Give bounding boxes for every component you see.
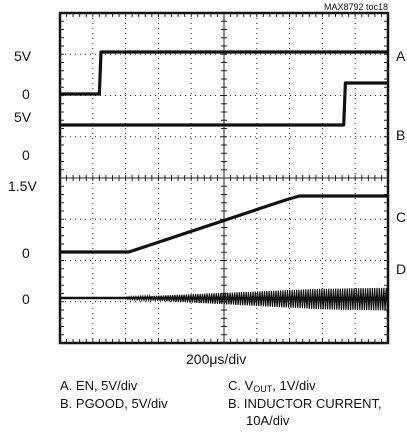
legend-d-line1: B. INDUCTOR CURRENT, [228, 396, 382, 411]
y-tick-label: 1.5V [8, 178, 37, 194]
channel-label-B: B [396, 127, 405, 143]
y-tick-label: 0 [22, 291, 30, 307]
scope-labels: 5V 0 5V 0 1.5V 0 0 A B C D MAX8792 toc18 [8, 2, 406, 307]
legend-c-suffix: , 1V/div [272, 378, 316, 393]
legend-d-line2: 10A/div [246, 413, 290, 428]
legend-a: A. EN, 5V/div [60, 378, 138, 393]
channel-label-A: A [396, 48, 406, 64]
legend-c-prefix: C. V [228, 378, 254, 393]
scope-grid [58, 11, 390, 345]
y-tick-label: 0 [22, 245, 30, 261]
y-tick-label: 5V [14, 48, 32, 64]
channel-label-D: D [396, 261, 406, 277]
trace-C [60, 194, 388, 254]
y-tick-label: 5V [14, 109, 32, 125]
trace-A [60, 50, 388, 96]
legend-b: B. PGOOD, 5V/div [60, 396, 168, 411]
legend-c-sub: OUT [253, 384, 273, 394]
time-division-label: 200μs/div [186, 351, 247, 367]
trace-D [60, 287, 388, 311]
figure-tag: MAX8792 toc18 [324, 2, 388, 12]
trace-B [60, 81, 388, 127]
y-tick-label: 0 [22, 86, 30, 102]
scope-traces [60, 50, 388, 311]
legend-c: C. VOUT, 1V/div [228, 378, 316, 397]
y-tick-label: 0 [22, 147, 30, 163]
channel-label-C: C [396, 209, 406, 225]
